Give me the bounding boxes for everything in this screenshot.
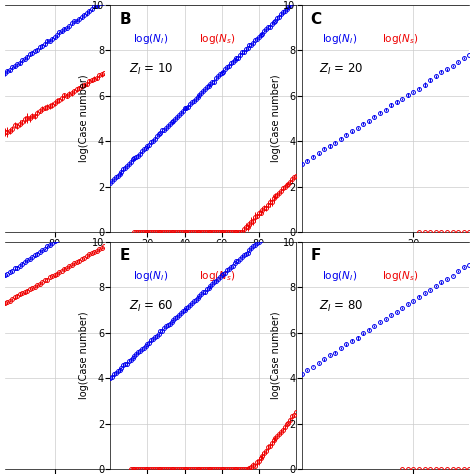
Text: $Z_I$ = 20: $Z_I$ = 20 — [319, 62, 363, 77]
Text: log($N_I$): log($N_I$) — [133, 32, 168, 46]
Text: F: F — [310, 248, 320, 264]
Text: $Z_I$ = 10: $Z_I$ = 10 — [129, 62, 173, 77]
Text: log($N_I$): log($N_I$) — [322, 269, 357, 283]
Text: log($N_I$): log($N_I$) — [133, 269, 168, 283]
Text: $Z_I$ = 60: $Z_I$ = 60 — [129, 299, 173, 314]
Text: log($N_s$): log($N_s$) — [382, 32, 419, 46]
Text: log($N_s$): log($N_s$) — [200, 269, 236, 283]
Text: log($N_s$): log($N_s$) — [200, 32, 236, 46]
Y-axis label: log(Case number): log(Case number) — [79, 311, 89, 399]
Text: $Z_I$ = 80: $Z_I$ = 80 — [319, 299, 363, 314]
Text: C: C — [310, 11, 321, 27]
Text: log($N_s$): log($N_s$) — [382, 269, 419, 283]
Y-axis label: log(Case number): log(Case number) — [271, 75, 281, 163]
Y-axis label: log(Case number): log(Case number) — [271, 311, 281, 399]
Text: log($N_I$): log($N_I$) — [322, 32, 357, 46]
Text: B: B — [119, 11, 131, 27]
Y-axis label: log(Case number): log(Case number) — [79, 75, 89, 163]
X-axis label: time (days): time (days) — [175, 252, 231, 262]
Text: E: E — [119, 248, 130, 264]
